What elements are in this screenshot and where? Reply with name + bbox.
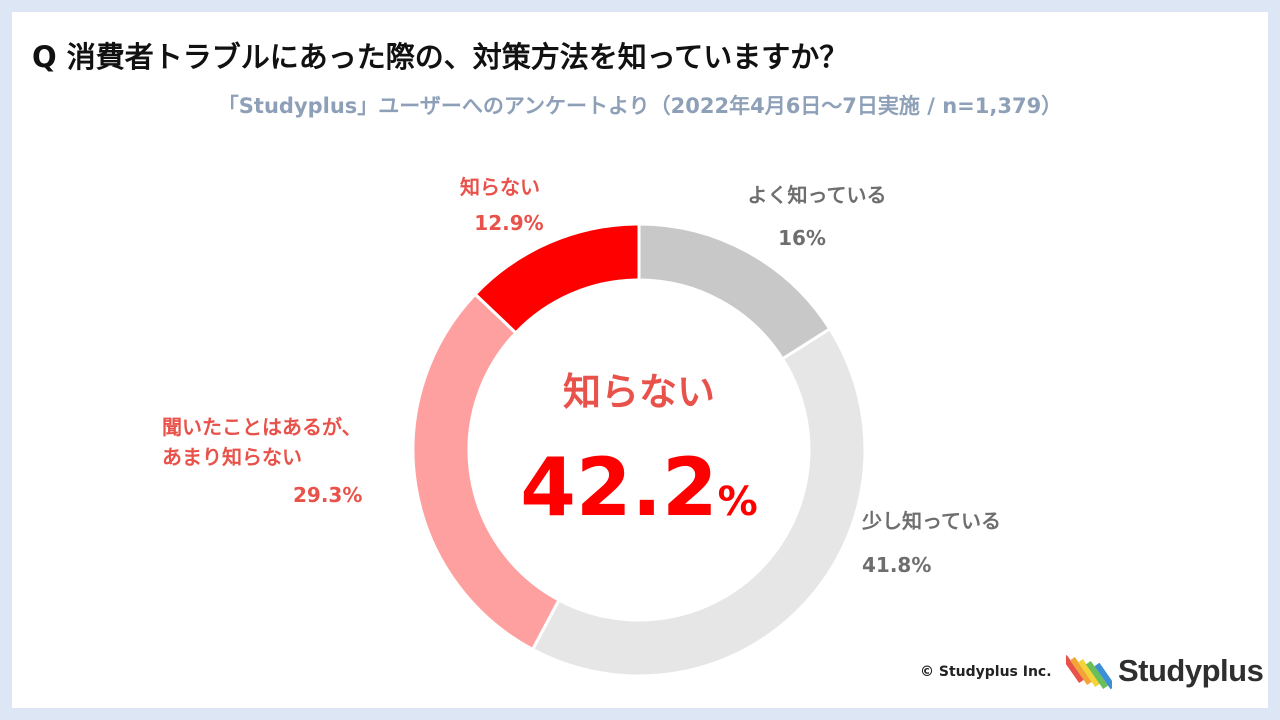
center-value: 42.2% — [520, 441, 757, 534]
slice-label-well-known: よく知っている — [748, 183, 887, 207]
slice-label-heard-line1: 聞いたことはあるが、 — [162, 415, 362, 439]
page-title: Q 消費者トラブルにあった際の、対策方法を知っていますか？ — [32, 40, 849, 74]
studyplus-pencils-logo-icon — [1066, 654, 1112, 690]
slice-value-heard: 29.3% — [293, 483, 362, 507]
slice-somewhat — [530, 326, 867, 678]
slice-unknown — [473, 222, 641, 335]
center-label: 知らない — [563, 370, 715, 414]
slice-heard-not-much — [411, 292, 562, 652]
brand-name: Studyplus — [1118, 653, 1264, 688]
slice-label-somewhat: 少し知っている — [861, 509, 1001, 533]
slice-value-unknown: 12.9% — [474, 211, 543, 235]
center-value-unit: % — [718, 479, 758, 525]
slice-label-heard-line2: あまり知らない — [162, 445, 302, 469]
slice-value-well-known: 16% — [778, 226, 826, 250]
slice-value-somewhat: 41.8% — [862, 553, 931, 577]
copyright-text: © Studyplus Inc. — [920, 664, 1052, 680]
center-value-number: 42.2 — [520, 441, 717, 534]
survey-subtitle: 「Studyplus」ユーザーへのアンケートより（2022年4月6日～7日実施 … — [217, 94, 1063, 118]
chart-card: Q 消費者トラブルにあった際の、対策方法を知っていますか？ 「Studyplus… — [12, 12, 1268, 708]
donut-chart: 知らない 42.2% よく知っている 16% 少し知っている 41.8% 聞いた… — [162, 175, 1001, 678]
slice-label-unknown: 知らない — [460, 175, 540, 199]
brand-logo: Studyplus — [1066, 650, 1264, 692]
